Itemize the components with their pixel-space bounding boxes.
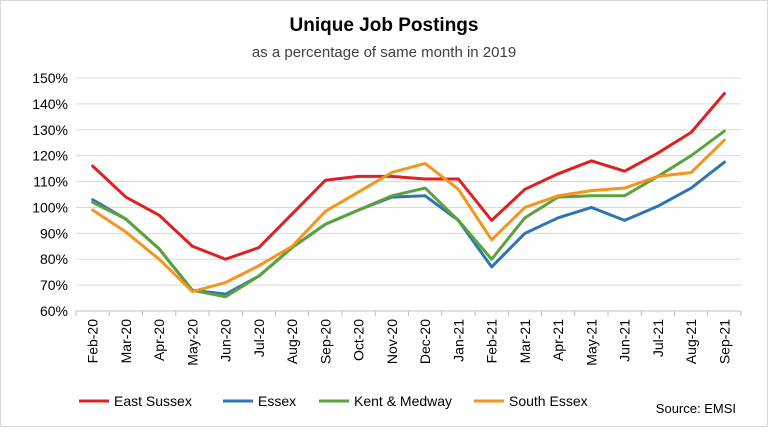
y-tick-label: 150% — [32, 70, 68, 86]
y-tick-label: 100% — [32, 199, 68, 215]
source-note: Source: EMSI — [656, 401, 736, 416]
x-tick-label: Apr-21 — [550, 319, 566, 361]
y-axis: 60% 70% 80% 90% 100% 110% 120% 130% 140% 150% — [32, 70, 68, 319]
x-tick-label: Sep-20 — [317, 319, 333, 364]
legend-label: South Essex — [509, 393, 588, 409]
x-tick-label: May-21 — [583, 319, 599, 366]
series-line — [91, 92, 726, 261]
x-tick-label: Oct-20 — [351, 319, 367, 361]
x-tick-label: Nov-20 — [384, 319, 400, 364]
y-tick-label: 90% — [40, 225, 68, 241]
chart-title: Unique Job Postings — [290, 15, 479, 36]
y-tick-label: 140% — [32, 96, 68, 112]
x-tick-label: Jun-21 — [617, 319, 633, 362]
x-tick-label: May-20 — [184, 319, 200, 366]
x-tick-label: Mar-21 — [517, 319, 533, 364]
x-tick-label: Feb-21 — [484, 319, 500, 364]
x-tick-label: Feb-20 — [85, 319, 101, 364]
x-tick-label: Dec-20 — [417, 319, 433, 364]
x-tick-label: Jan-21 — [450, 319, 466, 362]
y-tick-label: 130% — [32, 122, 68, 138]
x-tick-label: Jul-20 — [251, 319, 267, 357]
x-tick-label: Sep-21 — [716, 319, 732, 364]
legend-label: Kent & Medway — [354, 393, 452, 409]
chart-subtitle: as a percentage of same month in 2019 — [252, 44, 516, 61]
x-tick-label: Aug-20 — [284, 319, 300, 364]
x-tick-label: Jun-20 — [218, 319, 234, 362]
y-tick-label: 120% — [32, 148, 68, 164]
y-tick-label: 60% — [40, 303, 68, 319]
x-tick-label: Jul-21 — [650, 319, 666, 357]
series-line — [91, 138, 726, 294]
x-tick-label: Aug-21 — [683, 319, 699, 364]
y-tick-label: 80% — [40, 251, 68, 267]
x-tick-label: Mar-20 — [118, 319, 134, 364]
x-tick-label: Apr-20 — [151, 319, 167, 361]
x-axis: Feb-20 Mar-20 Apr-20 May-20 Jun-20 Jul-20 Aug-… — [75, 310, 742, 366]
series-lines — [91, 92, 726, 299]
y-tick-label: 70% — [40, 277, 68, 293]
y-tick-label: 110% — [33, 174, 68, 190]
legend-label: East Sussex — [114, 393, 192, 409]
legend: East Sussex Essex Kent & Medway South Essex — [79, 393, 588, 409]
legend-label: Essex — [258, 393, 296, 409]
